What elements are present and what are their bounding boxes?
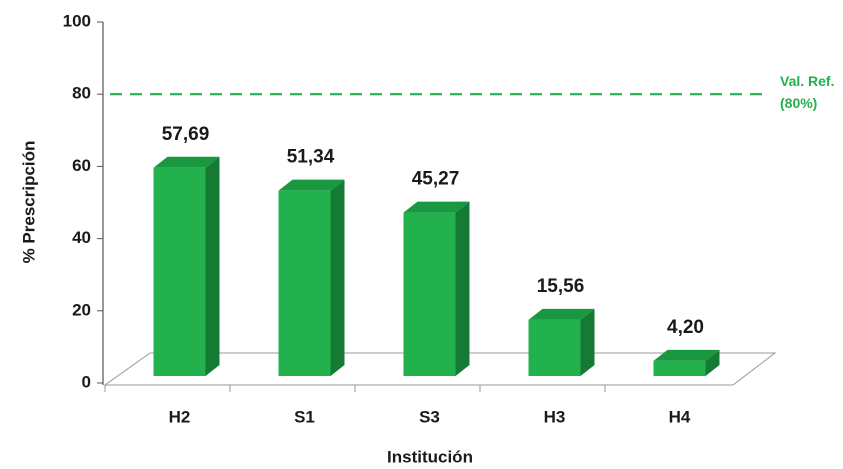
bar-side bbox=[580, 308, 595, 376]
bar bbox=[653, 360, 706, 376]
bar bbox=[528, 319, 581, 376]
y-tick-label: 20 bbox=[72, 300, 91, 319]
bar-side bbox=[455, 201, 470, 376]
value-label: 45,27 bbox=[412, 169, 460, 190]
bar bbox=[153, 167, 206, 376]
reference-label: Val. Ref. bbox=[780, 73, 834, 89]
x-tick-label: H2 bbox=[169, 407, 191, 426]
y-tick-label: 0 bbox=[82, 372, 91, 391]
bar-top bbox=[653, 349, 720, 361]
y-tick-label: 100 bbox=[63, 11, 91, 30]
x-tick-label: S3 bbox=[419, 407, 440, 426]
value-label: 57,69 bbox=[162, 124, 210, 145]
y-tick-label: 60 bbox=[72, 156, 91, 175]
bar-side bbox=[705, 349, 720, 376]
x-tick-label: H3 bbox=[544, 407, 566, 426]
reference-label: (80%) bbox=[780, 95, 817, 111]
bar-top bbox=[403, 201, 470, 213]
x-tick-label: S1 bbox=[294, 407, 315, 426]
bar bbox=[278, 190, 331, 376]
y-tick-label: 80 bbox=[72, 84, 91, 103]
bar bbox=[403, 212, 456, 376]
bar-top bbox=[153, 156, 220, 168]
bar-top bbox=[278, 179, 345, 191]
bar-side bbox=[330, 179, 345, 376]
y-tick-label: 40 bbox=[72, 228, 91, 247]
bar-top bbox=[528, 308, 595, 320]
value-label: 4,20 bbox=[667, 317, 704, 338]
x-axis-title: Institución bbox=[387, 447, 473, 466]
bar-side bbox=[205, 156, 220, 376]
value-label: 51,34 bbox=[287, 147, 335, 168]
y-axis-title: % Prescripción bbox=[19, 141, 38, 264]
value-label: 15,56 bbox=[537, 276, 585, 297]
x-tick-label: H4 bbox=[669, 407, 691, 426]
